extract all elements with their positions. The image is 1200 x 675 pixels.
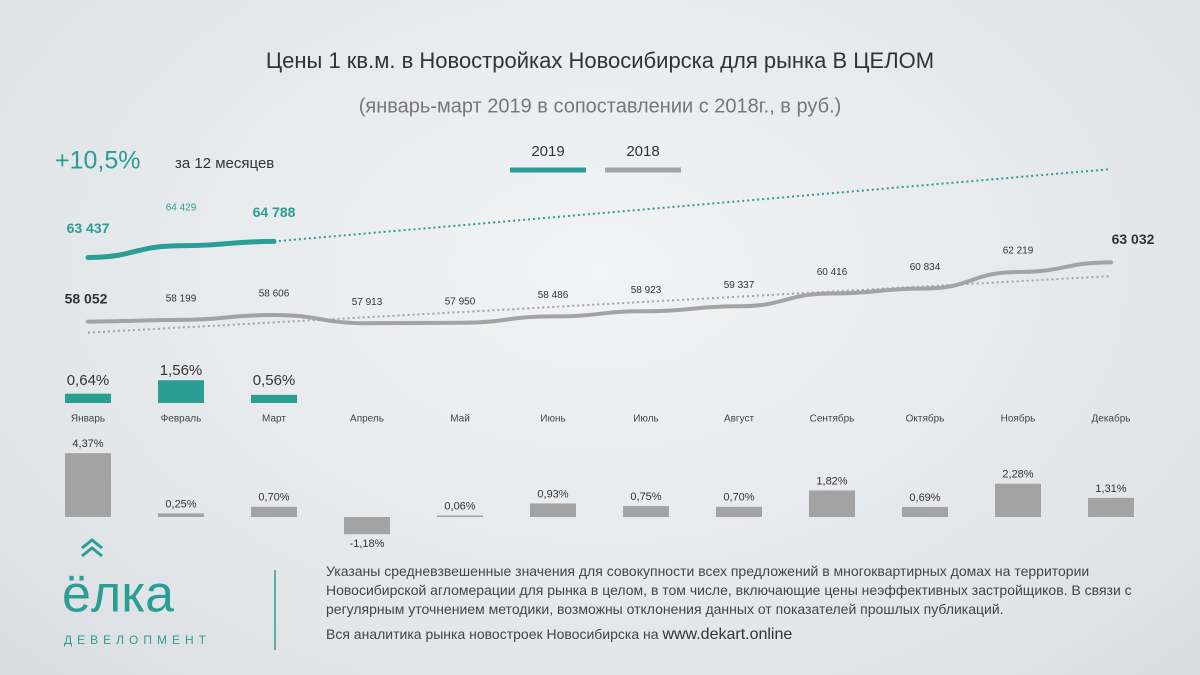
trendline (273, 168, 1112, 243)
value-label: 58 199 (166, 293, 197, 304)
logo-name: ёлка (62, 566, 174, 624)
footer-link-text: Вся аналитика рынка новостроек Новосибир… (326, 626, 659, 642)
value-label: 58 606 (259, 289, 290, 300)
bar (809, 490, 855, 517)
value-label: 1,56% (160, 362, 203, 379)
footer: Указаны средневзвешенные значения для со… (326, 562, 1176, 644)
x-tick-label: Сентябрь (810, 413, 855, 425)
x-tick-label: Ноябрь (1001, 413, 1036, 425)
bar (623, 506, 669, 517)
series-line (85, 238, 277, 260)
value-label: 0,06% (444, 500, 475, 512)
bar (65, 393, 111, 403)
value-label: 63 032 (1112, 231, 1155, 247)
value-label: 4,37% (72, 438, 103, 450)
value-label: 0,64% (67, 372, 110, 389)
value-label: 0,70% (723, 492, 754, 504)
x-tick-label: Август (724, 414, 755, 425)
headline-text: за 12 месяцев (175, 155, 274, 172)
value-label: 1,82% (816, 475, 847, 487)
x-tick-label: Декабрь (1092, 413, 1131, 425)
footer-note: Указаны средневзвешенные значения для со… (326, 563, 1132, 617)
value-label: 59 337 (724, 280, 755, 291)
x-tick-label: Май (450, 414, 470, 425)
x-tick-label: Январь (71, 414, 105, 425)
trendline (87, 275, 1112, 334)
bar (437, 515, 483, 517)
x-tick-label: Июль (633, 414, 659, 425)
value-label: 0,69% (909, 492, 940, 504)
bar (158, 380, 204, 403)
x-tick-label: Март (262, 414, 286, 425)
value-label: 60 416 (817, 267, 848, 278)
bar (995, 483, 1041, 517)
legend-label: 2019 (531, 143, 564, 160)
value-label: 1,31% (1095, 483, 1126, 495)
bar (344, 517, 390, 535)
bar (1088, 497, 1134, 517)
value-label: 62 219 (1003, 246, 1034, 257)
value-label: 0,25% (165, 498, 196, 510)
bar (530, 503, 576, 517)
value-label: 57 950 (445, 296, 476, 307)
footer-url: www.dekart.online (662, 626, 793, 643)
logo-icon (81, 538, 103, 558)
value-label: 58 923 (631, 285, 662, 296)
logo-tagline: ДЕВЕЛОПМЕНТ (64, 633, 211, 647)
bar (158, 513, 204, 517)
footer-link-line: Вся аналитика рынка новостроек Новосибир… (326, 625, 1176, 644)
value-label: 58 486 (538, 290, 569, 301)
x-tick-label: Апрель (350, 414, 384, 425)
title: Цены 1 кв.м. в Новостройках Новосибирска… (266, 48, 934, 73)
bar (251, 394, 297, 403)
x-tick-label: Февраль (161, 414, 202, 425)
headline-value: +10,5% (55, 147, 141, 175)
legend-label: 2018 (626, 143, 659, 160)
value-label: -1,18% (350, 538, 385, 550)
value-label: 0,70% (258, 492, 289, 504)
value-label: 0,75% (630, 491, 661, 503)
value-label: 60 834 (910, 262, 941, 273)
value-label: 2,28% (1002, 469, 1033, 481)
value-label: 0,56% (253, 372, 296, 389)
bar (65, 453, 111, 517)
value-label: 0,93% (537, 488, 568, 500)
value-label: 63 437 (67, 220, 110, 236)
value-label: 58 052 (65, 290, 108, 306)
value-label: 57 913 (352, 297, 383, 308)
bar (251, 506, 297, 517)
x-tick-label: Июнь (540, 414, 565, 425)
x-tick-label: Октябрь (906, 413, 945, 425)
value-label: 64 788 (253, 204, 296, 220)
bar (716, 506, 762, 517)
series-line (86, 260, 1113, 326)
subtitle: (январь-март 2019 в сопоставлении с 2018… (359, 95, 842, 117)
bar (902, 506, 948, 517)
value-label: 64 429 (166, 202, 197, 213)
